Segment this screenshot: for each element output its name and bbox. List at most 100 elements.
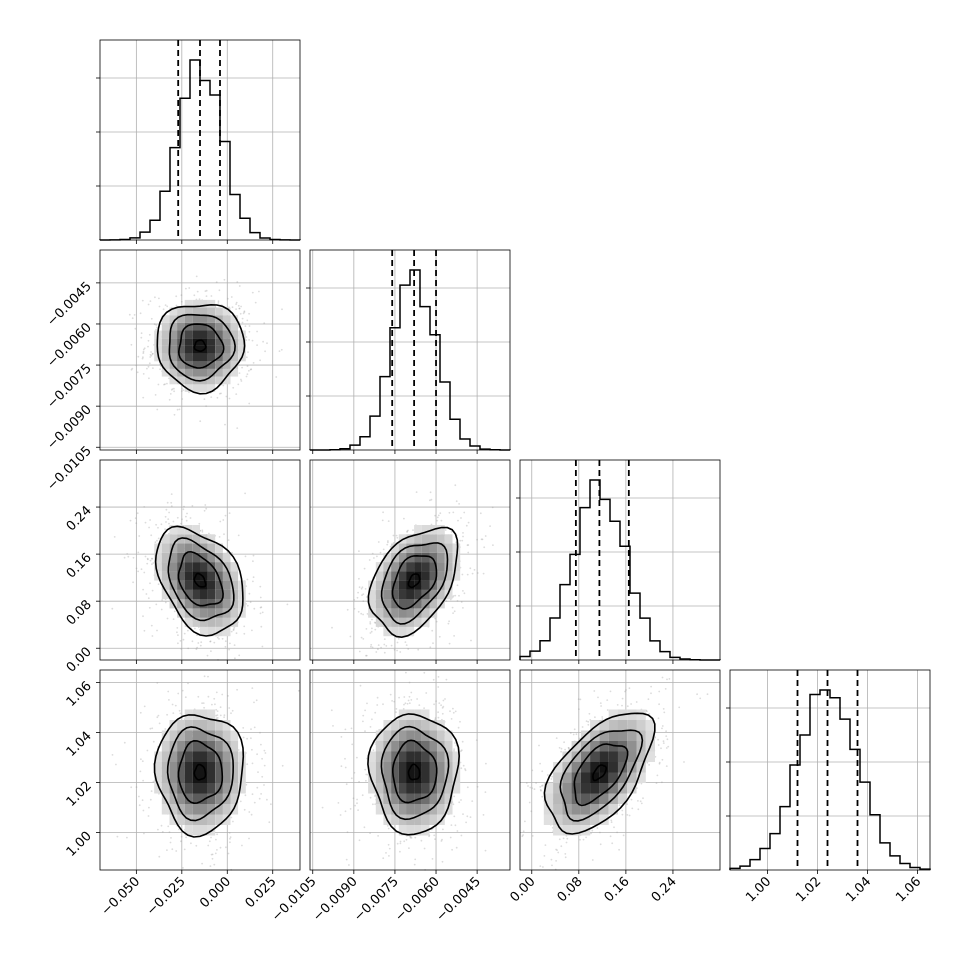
- scatter-point: [195, 844, 198, 847]
- density-cell: [391, 626, 399, 637]
- scatter-point: [182, 508, 185, 511]
- scatter-point: [229, 841, 231, 844]
- y-tick-label: 1.00: [64, 829, 95, 860]
- scatter-point: [228, 832, 231, 834]
- scatter-point: [158, 722, 161, 725]
- density-cell: [169, 562, 178, 572]
- density-cell: [184, 330, 193, 339]
- scatter-point: [180, 840, 182, 843]
- scatter-point: [386, 824, 389, 827]
- density-cell: [184, 338, 193, 346]
- scatter-point: [364, 588, 367, 590]
- scatter-point: [215, 838, 217, 841]
- scatter-point: [597, 696, 599, 699]
- density-cell: [452, 543, 461, 553]
- density-cell: [184, 376, 193, 385]
- density-cell: [192, 315, 200, 323]
- density-cell: [161, 361, 170, 369]
- scatter-point: [136, 512, 139, 515]
- scatter-point: [231, 551, 233, 554]
- scatter-point: [440, 704, 442, 707]
- scatter-point: [223, 716, 226, 719]
- scatter-point: [540, 789, 542, 792]
- scatter-point: [127, 555, 130, 558]
- scatter-point: [442, 828, 444, 831]
- scatter-point: [578, 737, 581, 740]
- scatter-point: [448, 620, 450, 623]
- scatter-point: [214, 852, 217, 855]
- density-cell: [215, 361, 223, 369]
- scatter-point: [655, 782, 658, 784]
- scatter-point: [358, 577, 360, 580]
- density-cell: [429, 814, 438, 825]
- scatter-point: [262, 340, 264, 343]
- scatter-point: [142, 779, 145, 782]
- scatter-point: [349, 635, 352, 638]
- scatter-point: [224, 645, 227, 648]
- density-cell: [444, 562, 453, 572]
- contour-line: [407, 573, 421, 589]
- scatter-point: [167, 532, 170, 535]
- scatter-point: [392, 534, 395, 537]
- scatter-point: [173, 387, 175, 390]
- scatter-point: [149, 798, 152, 801]
- scatter-point: [408, 702, 411, 705]
- density-cell: [169, 307, 178, 316]
- scatter-point: [152, 367, 154, 369]
- scatter-point: [567, 746, 570, 749]
- density-cell: [161, 353, 170, 362]
- scatter-point: [377, 648, 379, 651]
- density-cell: [437, 751, 445, 762]
- scatter-point: [414, 836, 417, 839]
- scatter-point: [407, 529, 409, 532]
- density-cell: [161, 368, 170, 377]
- scatter-point: [706, 693, 709, 696]
- density-cell: [177, 793, 185, 804]
- scatter-point: [134, 517, 137, 520]
- scatter-point: [550, 858, 553, 861]
- scatter-point: [129, 519, 132, 522]
- density-cell: [207, 762, 216, 773]
- density-cell: [169, 368, 178, 377]
- scatter-point: [476, 572, 479, 574]
- scatter-point: [251, 762, 254, 765]
- density-cell: [177, 608, 185, 618]
- scatter-point: [234, 657, 236, 660]
- scatter-point: [564, 748, 566, 751]
- density-cell: [161, 543, 170, 553]
- scatter-point: [201, 862, 204, 865]
- scatter-point: [187, 682, 189, 685]
- scatter-point: [387, 843, 390, 846]
- scatter-point: [140, 568, 143, 571]
- panel-frame: [99, 459, 301, 661]
- scatter-point: [465, 524, 468, 527]
- density-cell: [383, 751, 392, 762]
- scatter-point: [409, 835, 412, 838]
- density-cell: [391, 543, 399, 553]
- scatter-point: [156, 326, 158, 329]
- scatter-point: [243, 310, 246, 313]
- scatter-point: [635, 701, 638, 703]
- scatter-point: [182, 867, 184, 869]
- density-cell: [169, 525, 178, 535]
- scatter-point: [416, 698, 418, 700]
- scatter-point: [611, 842, 614, 845]
- scatter-point: [181, 398, 184, 400]
- scatter-point: [246, 737, 249, 740]
- density-cell: [200, 580, 208, 590]
- scatter-point: [235, 632, 238, 635]
- scatter-point: [452, 612, 454, 614]
- scatter-point: [582, 838, 585, 841]
- scatter-point: [216, 636, 219, 639]
- density-cell: [200, 299, 208, 308]
- panel-2-1: [309, 459, 511, 664]
- scatter-point: [213, 697, 216, 700]
- scatter-point: [241, 366, 244, 369]
- scatter-point: [213, 641, 216, 644]
- x-tick-label: −0.0045: [433, 874, 483, 924]
- scatter-point: [230, 816, 233, 819]
- scatter-point: [596, 827, 599, 829]
- density-cell: [383, 762, 392, 773]
- scatter-point: [539, 762, 541, 765]
- scatter-point: [164, 601, 167, 604]
